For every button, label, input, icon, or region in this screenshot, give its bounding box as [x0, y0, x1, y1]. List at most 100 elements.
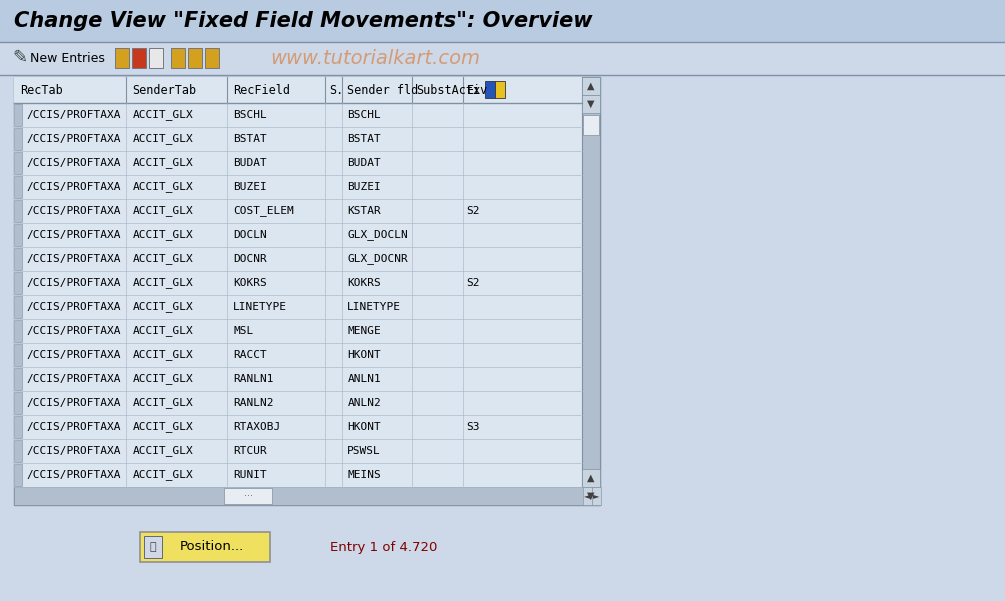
Bar: [0, 0, 1005, 42]
Text: ACCIT_GLX: ACCIT_GLX: [133, 397, 193, 409]
Text: ACCIT_GLX: ACCIT_GLX: [133, 278, 193, 288]
Text: New Entries: New Entries: [30, 52, 105, 64]
Text: ACCIT_GLX: ACCIT_GLX: [133, 302, 193, 313]
Text: GLX_DOCNR: GLX_DOCNR: [348, 254, 408, 264]
Text: ACCIT_GLX: ACCIT_GLX: [133, 421, 193, 433]
Text: PSWSL: PSWSL: [348, 446, 381, 456]
Text: RANLN2: RANLN2: [233, 398, 273, 408]
Text: KOKRS: KOKRS: [233, 278, 266, 288]
Text: ACCIT_GLX: ACCIT_GLX: [133, 206, 193, 216]
Text: /CCIS/PROFTAXA: /CCIS/PROFTAXA: [26, 230, 121, 240]
Bar: [582, 77, 600, 505]
Bar: [14, 439, 582, 463]
Bar: [140, 532, 270, 562]
Bar: [144, 536, 162, 558]
Text: DOCLN: DOCLN: [233, 230, 266, 240]
Text: /CCIS/PROFTAXA: /CCIS/PROFTAXA: [26, 206, 121, 216]
Bar: [0, 42, 1005, 75]
Text: /CCIS/PROFTAXA: /CCIS/PROFTAXA: [26, 422, 121, 432]
Bar: [14, 199, 582, 223]
Text: BSCHL: BSCHL: [348, 110, 381, 120]
Text: RANLN1: RANLN1: [233, 374, 273, 384]
Bar: [14, 272, 22, 294]
Text: ACCIT_GLX: ACCIT_GLX: [133, 109, 193, 120]
Bar: [14, 344, 22, 366]
Bar: [14, 271, 582, 295]
Bar: [14, 416, 22, 438]
Text: ▼: ▼: [587, 491, 595, 501]
Text: ACCIT_GLX: ACCIT_GLX: [133, 157, 193, 168]
Text: Ex: Ex: [466, 84, 481, 97]
Text: SenderTab: SenderTab: [133, 84, 197, 97]
Text: KOKRS: KOKRS: [348, 278, 381, 288]
Text: S.: S.: [330, 84, 344, 97]
Text: MSL: MSL: [233, 326, 253, 336]
Text: Position...: Position...: [180, 540, 244, 554]
Bar: [582, 487, 600, 505]
Bar: [494, 81, 505, 98]
Bar: [14, 296, 22, 318]
Text: ···: ···: [243, 491, 252, 501]
Text: /CCIS/PROFTAXA: /CCIS/PROFTAXA: [26, 254, 121, 264]
Bar: [14, 152, 22, 174]
Bar: [583, 487, 592, 505]
Bar: [14, 368, 22, 390]
Bar: [582, 77, 600, 95]
Text: ACCIT_GLX: ACCIT_GLX: [133, 182, 193, 192]
Text: ▼: ▼: [587, 99, 595, 109]
Text: BSTAT: BSTAT: [348, 134, 381, 144]
Text: MENGE: MENGE: [348, 326, 381, 336]
Text: ANLN1: ANLN1: [348, 374, 381, 384]
Text: COST_ELEM: COST_ELEM: [233, 206, 293, 216]
Text: /CCIS/PROFTAXA: /CCIS/PROFTAXA: [26, 374, 121, 384]
Text: S3: S3: [466, 422, 480, 432]
Text: SubstActiv: SubstActiv: [417, 84, 487, 97]
Text: RACCT: RACCT: [233, 350, 266, 360]
Text: ACCIT_GLX: ACCIT_GLX: [133, 374, 193, 385]
Text: RUNIT: RUNIT: [233, 470, 266, 480]
Bar: [14, 224, 22, 246]
Bar: [14, 200, 22, 222]
Bar: [115, 48, 129, 68]
Bar: [14, 127, 582, 151]
Text: BSCHL: BSCHL: [233, 110, 266, 120]
Text: BUZEI: BUZEI: [348, 182, 381, 192]
Text: /CCIS/PROFTAXA: /CCIS/PROFTAXA: [26, 326, 121, 336]
Text: ACCIT_GLX: ACCIT_GLX: [133, 230, 193, 240]
Bar: [14, 440, 22, 462]
Bar: [14, 176, 22, 198]
Text: ACCIT_GLX: ACCIT_GLX: [133, 469, 193, 480]
Text: BUZEI: BUZEI: [233, 182, 266, 192]
Text: /CCIS/PROFTAXA: /CCIS/PROFTAXA: [26, 158, 121, 168]
Bar: [14, 464, 22, 486]
Text: MEINS: MEINS: [348, 470, 381, 480]
Bar: [14, 343, 582, 367]
Text: RecTab: RecTab: [20, 84, 62, 97]
Text: LINETYPE: LINETYPE: [348, 302, 401, 312]
Text: /CCIS/PROFTAXA: /CCIS/PROFTAXA: [26, 302, 121, 312]
Text: ANLN2: ANLN2: [348, 398, 381, 408]
Text: ACCIT_GLX: ACCIT_GLX: [133, 350, 193, 361]
Bar: [132, 48, 146, 68]
Text: DOCNR: DOCNR: [233, 254, 266, 264]
Text: /CCIS/PROFTAXA: /CCIS/PROFTAXA: [26, 110, 121, 120]
Bar: [14, 175, 582, 199]
Bar: [14, 77, 582, 103]
Text: LINETYPE: LINETYPE: [233, 302, 287, 312]
Bar: [484, 81, 494, 98]
Text: /CCIS/PROFTAXA: /CCIS/PROFTAXA: [26, 398, 121, 408]
Text: ACCIT_GLX: ACCIT_GLX: [133, 133, 193, 144]
Text: www.tutorialkart.com: www.tutorialkart.com: [270, 49, 480, 67]
Text: ACCIT_GLX: ACCIT_GLX: [133, 254, 193, 264]
Bar: [224, 488, 272, 504]
Text: /CCIS/PROFTAXA: /CCIS/PROFTAXA: [26, 182, 121, 192]
Bar: [14, 151, 582, 175]
Text: HKONT: HKONT: [348, 422, 381, 432]
Bar: [14, 77, 600, 505]
Text: Sender fld: Sender fld: [348, 84, 418, 97]
Text: /CCIS/PROFTAXA: /CCIS/PROFTAXA: [26, 350, 121, 360]
Bar: [0, 507, 1005, 601]
Text: /CCIS/PROFTAXA: /CCIS/PROFTAXA: [26, 446, 121, 456]
Bar: [583, 115, 599, 135]
Bar: [171, 48, 185, 68]
